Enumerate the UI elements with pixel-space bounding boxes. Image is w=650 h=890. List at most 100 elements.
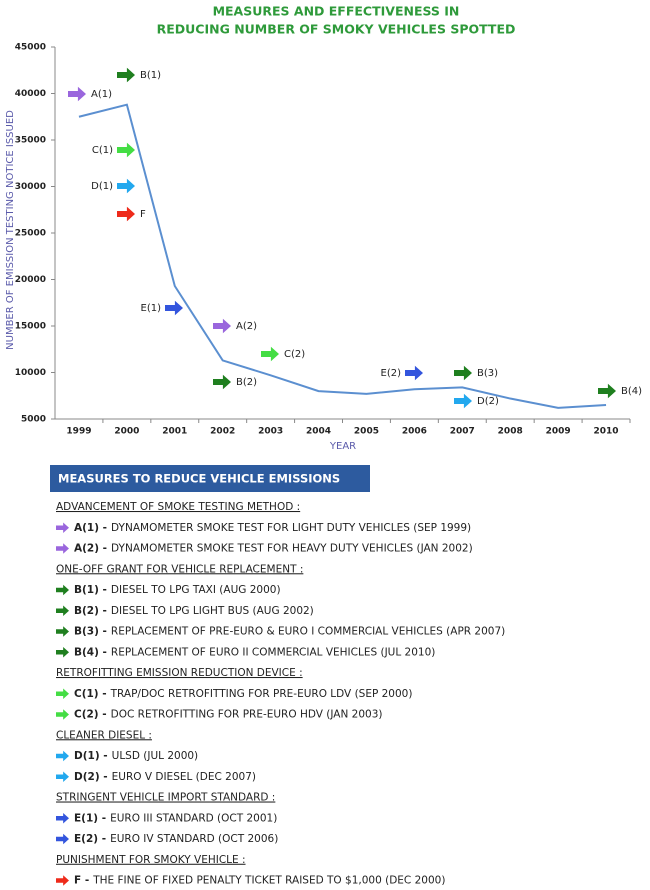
chart-title: REDUCING NUMBER OF SMOKY VEHICLES SPOTTE… xyxy=(157,22,516,37)
x-axis-label: YEAR xyxy=(329,441,356,452)
item-arrow xyxy=(56,833,69,845)
measure-code: D(2) - xyxy=(74,771,108,783)
annotation-label: B(1) xyxy=(140,70,161,81)
annotation-arrow xyxy=(598,383,616,399)
x-tick-label: 2002 xyxy=(210,427,235,437)
annotation-label: B(2) xyxy=(236,377,257,388)
item-arrow xyxy=(56,688,69,700)
measure-code: A(1) - xyxy=(74,522,107,534)
annotation-label: E(2) xyxy=(381,368,402,379)
measure-item: A(2) - DYNAMOMETER SMOKE TEST FOR HEAVY D… xyxy=(74,543,473,555)
y-tick-label: 30000 xyxy=(15,182,46,192)
item-arrow xyxy=(56,626,69,637)
y-axis-label: NUMBER OF EMISSION TESTING NOTICE ISSUED xyxy=(5,110,16,350)
y-tick-label: 20000 xyxy=(15,275,46,285)
measure-item: C(1) - TRAP/DOC RETROFITTING FOR PRE-EURO… xyxy=(74,688,412,700)
annotation-label: C(2) xyxy=(284,349,305,360)
item-arrow xyxy=(56,543,69,554)
item-arrow xyxy=(56,709,69,720)
measure-text: ULSD (JUL 2000) xyxy=(112,750,199,762)
measure-item: B(1) - DIESEL TO LPG TAXI (AUG 2000) xyxy=(74,584,281,596)
item-arrow xyxy=(56,605,69,617)
measure-text: TRAP/DOC RETROFITTING FOR PRE-EURO LDV (… xyxy=(110,688,413,700)
x-tick-label: 2003 xyxy=(258,427,283,437)
annotation-label: D(2) xyxy=(477,396,499,407)
measure-code: E(1) - xyxy=(74,812,106,824)
measure-code: C(1) - xyxy=(74,688,107,700)
section-heading: CLEANER DIESEL : xyxy=(56,729,152,741)
y-tick-label: 15000 xyxy=(15,322,46,332)
measure-text: DYNAMOMETER SMOKE TEST FOR LIGHT DUTY VE… xyxy=(111,522,471,534)
annotation-arrow xyxy=(454,393,472,409)
y-tick-label: 35000 xyxy=(15,136,46,146)
item-arrow xyxy=(56,522,69,534)
measure-code: B(4) - xyxy=(74,646,107,658)
section-heading: STRINGENT VEHICLE IMPORT STANDARD : xyxy=(56,792,275,804)
measure-item: B(3) - REPLACEMENT OF PRE-EURO & EURO I C… xyxy=(74,626,505,638)
measure-text: THE FINE OF FIXED PENALTY TICKET RAISED … xyxy=(92,875,445,887)
measure-item: E(2) - EURO IV STANDARD (OCT 2006) xyxy=(74,833,278,845)
measure-code: F - xyxy=(74,875,89,887)
measure-code: C(2) - xyxy=(74,709,107,721)
measure-code: E(2) - xyxy=(74,833,106,845)
annotation-arrow xyxy=(117,142,135,158)
annotation-label: A(1) xyxy=(91,89,112,100)
x-tick-label: 1999 xyxy=(66,427,91,437)
annotation-label: E(1) xyxy=(141,303,162,314)
data-line xyxy=(78,103,607,409)
measure-item: F - THE FINE OF FIXED PENALTY TICKET RAIS… xyxy=(74,875,445,887)
annotation-arrow xyxy=(117,178,135,194)
annotation-label: B(4) xyxy=(621,386,642,397)
x-tick-label: 2004 xyxy=(306,427,331,437)
panel-header xyxy=(50,465,370,492)
x-tick-label: 2005 xyxy=(354,427,379,437)
section-heading: ONE-OFF GRANT FOR VEHICLE REPLACEMENT : xyxy=(56,563,303,575)
measure-item: B(4) - REPLACEMENT OF EURO II COMMERCIAL … xyxy=(74,646,435,658)
measure-text: EURO IV STANDARD (OCT 2006) xyxy=(110,833,278,845)
measure-item: A(1) - DYNAMOMETER SMOKE TEST FOR LIGHT D… xyxy=(74,522,471,534)
item-arrow xyxy=(56,771,69,783)
x-tick-label: 2009 xyxy=(546,427,571,437)
measure-item: D(2) - EURO V DIESEL (DEC 2007) xyxy=(74,771,256,783)
annotation-label: A(2) xyxy=(236,321,257,332)
y-tick-label: 45000 xyxy=(15,43,46,53)
section-heading: RETROFITTING EMISSION REDUCTION DEVICE : xyxy=(56,667,303,679)
annotation-arrow xyxy=(213,374,231,390)
section-heading: PUNISHMENT FOR SMOKY VEHICLE : xyxy=(56,854,246,866)
annotation-arrow xyxy=(117,206,135,222)
measure-code: D(1) - xyxy=(74,750,108,762)
measure-text: DIESEL TO LPG LIGHT BUS (AUG 2002) xyxy=(111,605,314,617)
measure-text: DOC RETROFITTING FOR PRE-EURO HDV (JAN 2… xyxy=(111,709,383,721)
measure-text: EURO V DIESEL (DEC 2007) xyxy=(112,771,256,783)
measure-code: B(2) - xyxy=(74,605,107,617)
measure-item: D(1) - ULSD (JUL 2000) xyxy=(74,750,198,762)
measure-item: E(1) - EURO III STANDARD (OCT 2001) xyxy=(74,812,277,824)
measure-code: B(1) - xyxy=(74,584,107,596)
panel-title: MEASURES TO REDUCE VEHICLE EMISSIONS xyxy=(58,472,340,486)
x-tick-label: 2010 xyxy=(594,427,619,437)
annotation-arrow xyxy=(165,300,183,316)
x-tick-label: 2006 xyxy=(402,427,427,437)
item-arrow xyxy=(56,875,69,886)
y-tick-label: 5000 xyxy=(21,415,46,425)
measure-item: B(2) - DIESEL TO LPG LIGHT BUS (AUG 2002) xyxy=(74,605,314,617)
y-tick-label: 10000 xyxy=(15,368,46,378)
measure-text: REPLACEMENT OF PRE-EURO & EURO I COMMERC… xyxy=(111,626,505,638)
item-arrow xyxy=(56,750,69,762)
item-arrow xyxy=(56,646,69,658)
measure-text: EURO III STANDARD (OCT 2001) xyxy=(110,812,277,824)
y-tick-label: 40000 xyxy=(15,89,46,99)
item-arrow xyxy=(56,812,69,824)
section-heading: ADVANCEMENT OF SMOKE TESTING METHOD : xyxy=(56,501,300,513)
annotation-label: F xyxy=(140,209,146,220)
x-tick-label: 2000 xyxy=(114,427,139,437)
annotation-label: B(3) xyxy=(477,368,498,379)
annotation-arrow xyxy=(405,365,423,381)
measure-code: A(2) - xyxy=(74,543,107,555)
measure-code: B(3) - xyxy=(74,626,107,638)
x-tick-label: 2008 xyxy=(498,427,523,437)
annotation-label: D(1) xyxy=(91,181,113,192)
annotation-arrow xyxy=(213,318,231,334)
measure-item: C(2) - DOC RETROFITTING FOR PRE-EURO HDV … xyxy=(74,709,382,721)
chart-title: MEASURES AND EFFECTIVENESS IN xyxy=(213,4,460,19)
